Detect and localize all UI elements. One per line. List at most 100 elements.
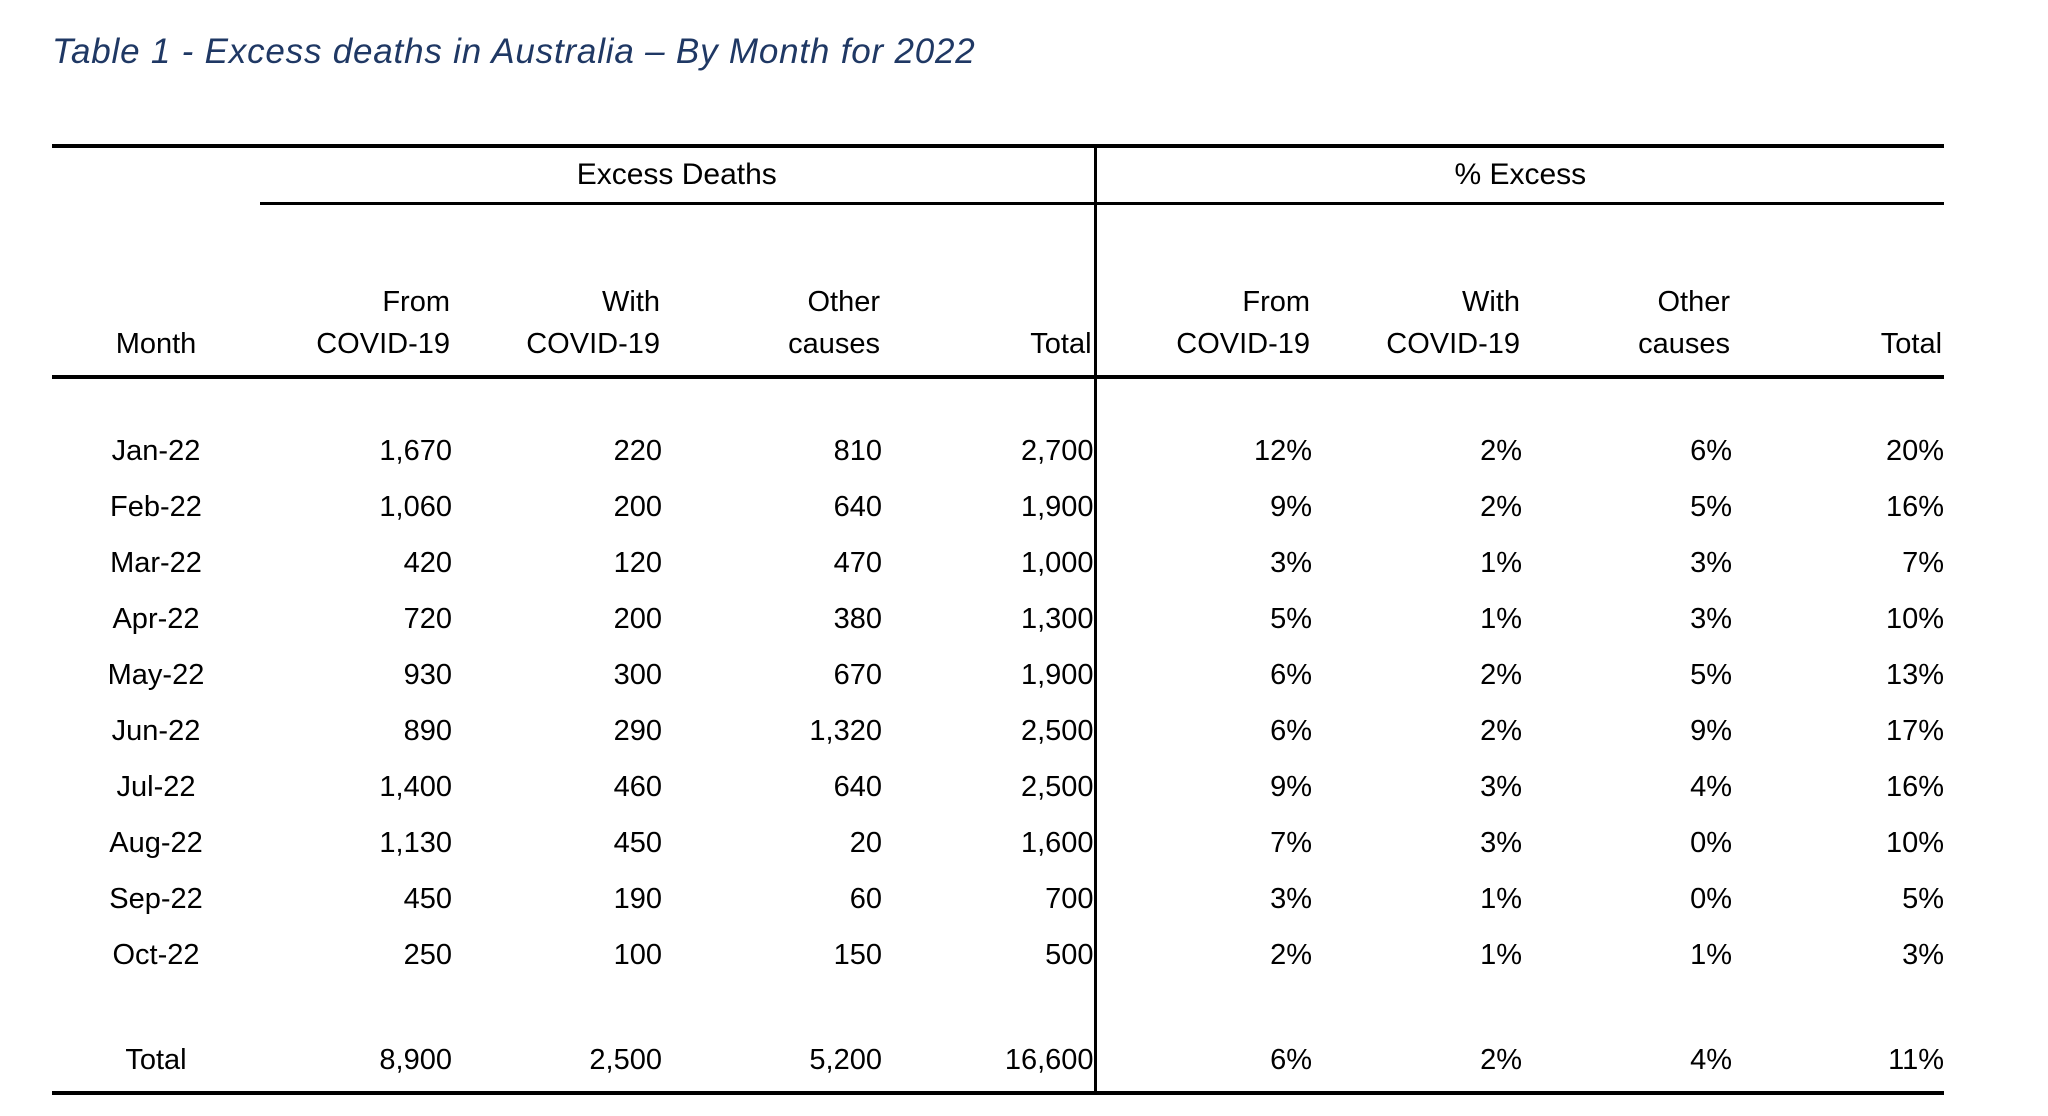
cell-deaths-from-covid: 890 [403, 714, 452, 747]
cell-pct-total: 20% [1886, 434, 1945, 467]
cell-total-deaths-with-covid: 2,500 [452, 1029, 662, 1095]
header-line-2: COVID-19 [526, 327, 660, 360]
spacer-cell [52, 983, 1095, 1029]
cell-pct-with-covid: 1% [1480, 938, 1523, 971]
cell-pct-from-covid: 9% [1093, 759, 1313, 815]
cell-pct-from-covid: 6% [1093, 647, 1313, 703]
cell-pct-other-causes: 4% [1690, 770, 1733, 803]
cell-pct-total: 16% [1886, 770, 1945, 803]
cell-month: Mar-22 [110, 546, 202, 579]
cell-deaths-with-covid: 450 [613, 826, 662, 859]
cell-month: May-22 [107, 658, 205, 691]
cell-pct-total: 7% [1902, 546, 1945, 579]
cell-month: Aug-22 [109, 826, 203, 859]
cell-deaths-other-causes: 640 [833, 490, 882, 523]
table-row: Jan-22 1,670 220 810 2,700 12% 2% 6% 20% [52, 423, 1944, 479]
cell-deaths-other-causes: 470 [833, 546, 882, 579]
cell-deaths-total: 1,300 [1020, 602, 1094, 635]
cell-pct-from-covid: 6% [1093, 703, 1313, 759]
cell-deaths-from-covid: 250 [403, 938, 452, 971]
cell-deaths-from-covid: 450 [403, 882, 452, 915]
cell-month: Apr-22 [112, 602, 200, 635]
cell-pct-from-covid: 12% [1093, 423, 1313, 479]
cell-pct-from-covid: 2% [1093, 927, 1313, 983]
cell-pct-from-covid: 3% [1093, 871, 1313, 927]
header-line-1: With [602, 285, 660, 318]
cell-month: Jan-22 [111, 434, 201, 467]
col-header-deaths-total: Total [882, 203, 1096, 379]
cell-month: Feb-22 [110, 490, 202, 523]
cell-deaths-with-covid: 200 [613, 602, 662, 635]
cell-deaths-other-causes: 20 [849, 826, 882, 859]
header-line-1: From [1242, 285, 1311, 318]
spacer-row [52, 377, 1945, 423]
cell-pct-with-covid: 2% [1480, 658, 1523, 691]
cell-pct-with-covid: 2% [1480, 434, 1523, 467]
excess-deaths-table: Excess Deaths % Excess Month From COVID-… [52, 144, 1945, 1095]
cell-pct-total: 13% [1886, 658, 1945, 691]
cell-pct-with-covid: 2% [1480, 490, 1523, 523]
cell-pct-other-causes: 0% [1690, 826, 1733, 859]
cell-month: Jun-22 [111, 714, 201, 747]
column-header-row: Month From COVID-19 With COVID-19 Other … [52, 203, 1945, 379]
cell-month: Oct-22 [112, 938, 200, 971]
cell-deaths-other-causes: 640 [833, 770, 882, 803]
cell-deaths-total: 2,500 [1020, 714, 1094, 747]
cell-deaths-with-covid: 190 [613, 882, 662, 915]
col-header-deaths-from-covid: From COVID-19 [260, 203, 452, 379]
col-header-pct-from-covid: From COVID-19 [1093, 203, 1313, 379]
spacer-cell [1093, 377, 1945, 423]
cell-pct-with-covid: 2% [1480, 714, 1523, 747]
cell-pct-from-covid: 9% [1093, 479, 1313, 535]
cell-pct-total: 5% [1902, 882, 1945, 915]
cell-pct-total: 10% [1886, 826, 1945, 859]
cell-deaths-with-covid: 200 [613, 490, 662, 523]
header-line-1: Other [807, 285, 880, 318]
cell-deaths-total: 1,900 [1020, 658, 1094, 691]
cell-pct-from-covid: 7% [1093, 815, 1313, 871]
cell-month: Jul-22 [116, 770, 196, 803]
cell-deaths-from-covid: 1,130 [379, 826, 452, 859]
cell-pct-other-causes: 5% [1690, 490, 1733, 523]
cell-deaths-total: 1,900 [1020, 490, 1094, 523]
cell-pct-with-covid: 3% [1480, 770, 1523, 803]
cell-pct-other-causes: 1% [1690, 938, 1733, 971]
spacer-cell [52, 377, 1095, 423]
cell-deaths-with-covid: 120 [613, 546, 662, 579]
table-row: Jun-22 890 290 1,320 2,500 6% 2% 9% 17% [52, 703, 1944, 759]
cell-pct-total: 3% [1902, 938, 1945, 971]
cell-total-pct-with-covid: 2% [1312, 1029, 1523, 1095]
table-row: Feb-22 1,060 200 640 1,900 9% 2% 5% 16% [52, 479, 1944, 535]
spacer-row [52, 983, 1945, 1029]
cell-pct-other-causes: 5% [1690, 658, 1733, 691]
cell-total-pct-from-covid: 6% [1093, 1029, 1313, 1095]
table-row: Mar-22 420 120 470 1,000 3% 1% 3% 7% [52, 535, 1944, 591]
cell-deaths-with-covid: 300 [613, 658, 662, 691]
cell-deaths-with-covid: 100 [613, 938, 662, 971]
header-line-2: COVID-19 [1176, 327, 1311, 360]
table-container: Excess Deaths % Excess Month From COVID-… [52, 144, 1945, 1095]
cell-pct-other-causes: 3% [1690, 602, 1733, 635]
section-header-row: Excess Deaths % Excess [52, 144, 1945, 205]
header-line-1: Other [1657, 285, 1731, 318]
cell-pct-with-covid: 3% [1480, 826, 1523, 859]
cell-pct-total: 16% [1886, 490, 1945, 523]
section-header-spacer [52, 144, 260, 204]
cell-deaths-from-covid: 720 [403, 602, 452, 635]
header-line-2: COVID-19 [316, 327, 450, 360]
cell-pct-total: 17% [1886, 714, 1945, 747]
col-header-deaths-with-covid: With COVID-19 [452, 203, 662, 379]
header-line-2: causes [1638, 327, 1731, 360]
col-header-pct-total: Total [1732, 203, 1945, 379]
cell-pct-other-causes: 6% [1690, 434, 1733, 467]
cell-deaths-other-causes: 150 [833, 938, 882, 971]
cell-total-deaths-from-covid: 8,900 [260, 1029, 452, 1095]
table-row: Oct-22 250 100 150 500 2% 1% 1% 3% [52, 927, 1944, 983]
section-header-pct-excess: % Excess [1093, 144, 1945, 205]
cell-deaths-total: 2,500 [1020, 770, 1094, 803]
cell-total-deaths-other-causes: 5,200 [662, 1029, 882, 1095]
total-row: Total 8,900 2,500 5,200 16,600 6% 2% 4% … [52, 1029, 1945, 1095]
cell-deaths-other-causes: 60 [849, 882, 882, 915]
cell-pct-total: 10% [1886, 602, 1945, 635]
